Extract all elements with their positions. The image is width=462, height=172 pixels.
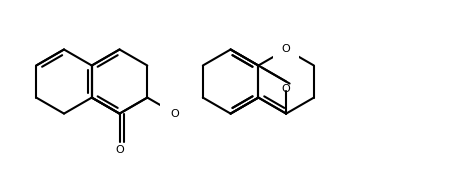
- Text: O: O: [115, 145, 124, 155]
- Text: O: O: [282, 45, 291, 55]
- Text: O: O: [282, 84, 291, 94]
- Text: O: O: [170, 109, 179, 119]
